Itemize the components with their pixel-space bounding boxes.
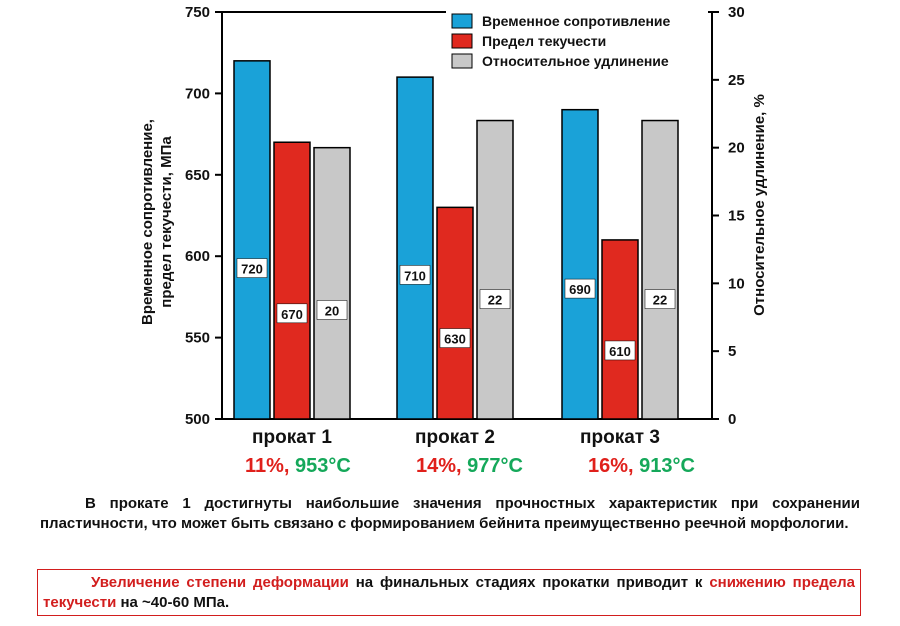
data-label: 710 (404, 268, 426, 283)
category-label: прокат 2 (415, 427, 495, 448)
bar-2-1 (273, 141, 311, 420)
legend-swatch (451, 13, 473, 29)
legend-swatch (451, 53, 473, 69)
bar-2-2 (436, 206, 474, 420)
left-tick-label: 550 (185, 330, 210, 347)
note-text-2: на ~40-60 МПа. (116, 594, 230, 611)
right-tick-label: 5 (728, 343, 736, 360)
legend-label: Временное сопротивление (482, 13, 671, 29)
right-tick-label: 20 (728, 140, 745, 157)
left-tick-label: 650 (185, 167, 210, 184)
data-label-bg (479, 289, 511, 309)
condition-prokat-1: 11%, 953°C (245, 455, 351, 478)
left-tick-label: 500 (185, 411, 210, 428)
conclusion-paragraph: В прокате 1 достигнуты наибольшие значен… (40, 495, 860, 532)
left-tick-label: 700 (185, 85, 210, 102)
left-tick-label: 750 (185, 4, 210, 21)
rolling-temperature: 913°C (639, 455, 695, 477)
bar-2-3 (601, 239, 639, 420)
data-label-bg (564, 278, 596, 299)
data-label-bg (316, 300, 348, 320)
data-label-bg (236, 258, 268, 278)
bar-1-2 (396, 76, 434, 420)
condition-prokat-2: 14%, 977°C (416, 455, 523, 478)
right-tick-label: 10 (728, 275, 745, 292)
bar-3-2 (476, 119, 514, 420)
left-axis-title: Временное сопротивление, предел текучести… (139, 119, 175, 325)
data-label: 22 (653, 293, 667, 308)
deformation-percent: 16%, (588, 455, 634, 477)
right-tick-label: 0 (728, 411, 736, 428)
category-label: прокат 1 (252, 427, 332, 448)
bar-1-1 (233, 60, 271, 420)
data-label: 20 (325, 303, 339, 318)
right-axis-title: Относительное удлинение, % (751, 94, 768, 316)
right-tick-label: 15 (728, 208, 745, 225)
data-label-bg (604, 340, 636, 361)
deformation-percent: 11%, (245, 455, 290, 477)
category-label: прокат 3 (580, 427, 660, 448)
note-red-1: Увеличение степени деформации (91, 574, 349, 591)
highlight-note-box: Увеличение степени деформации на финальн… (37, 569, 861, 616)
data-label-bg (439, 328, 471, 348)
note-red-2: снижению предела текучести (43, 574, 855, 611)
condition-prokat-3: 16%, 913°C (588, 455, 695, 478)
legend-box (446, 8, 708, 70)
data-label-bg (644, 289, 676, 309)
bar-1-3 (561, 108, 599, 420)
bar-3-1 (313, 146, 351, 420)
deformation-percent: 14%, (416, 455, 462, 477)
left-tick-label: 600 (185, 248, 210, 265)
data-label: 690 (569, 282, 591, 297)
legend-label: Относительное удлинение (482, 53, 669, 69)
data-label: 670 (281, 307, 303, 322)
data-label: 22 (488, 293, 502, 308)
data-label: 720 (241, 262, 263, 277)
data-label-bg (276, 303, 308, 324)
bar-chart: 500 550 600 650 700 750 0 5 10 15 20 25 30 Временное … (139, 4, 768, 448)
data-label: 610 (609, 344, 631, 359)
rolling-temperature: 953°C (295, 455, 351, 477)
right-tick-label: 25 (728, 72, 745, 89)
legend-swatch (451, 33, 473, 49)
rolling-temperature: 977°C (467, 455, 523, 477)
data-label: 630 (444, 332, 466, 347)
bar-3-3 (641, 119, 679, 420)
note-text-1: на финальных стадиях прокатки приводит к (348, 574, 710, 591)
legend-label: Предел текучести (482, 33, 606, 49)
data-label-bg (399, 265, 431, 285)
right-tick-label: 30 (728, 4, 745, 21)
